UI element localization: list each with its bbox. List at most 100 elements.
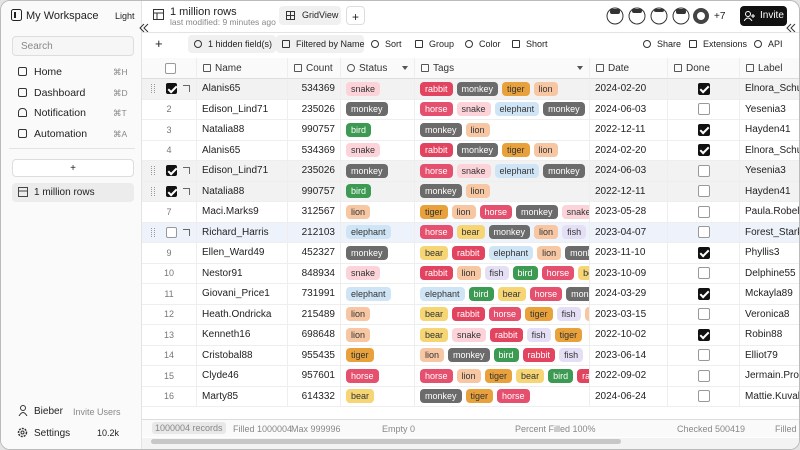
column-menu	[577, 66, 583, 73]
label: Robin88	[740, 325, 799, 345]
row-number: 16	[163, 391, 174, 402]
status: bear	[341, 386, 415, 406]
invite-button[interactable]: Invite	[740, 6, 787, 26]
toolbar-color[interactable]: Color	[479, 39, 501, 49]
nav-shortcut: ⌘H	[113, 67, 128, 77]
done-checkbox[interactable]	[697, 103, 710, 116]
done-checkbox[interactable]	[697, 328, 710, 341]
row-checkbox[interactable]	[166, 226, 177, 238]
tag: lion	[533, 143, 558, 158]
row-select	[142, 181, 197, 201]
toolbar-hidden[interactable]: 1 hidden field(s)	[208, 39, 273, 49]
toolbar-extensions[interactable]: Extensions	[703, 39, 748, 49]
done-checkbox[interactable]	[697, 369, 710, 382]
done-checkbox[interactable]	[697, 144, 710, 157]
settings[interactable]: Settings	[34, 428, 71, 439]
more-users: +7	[714, 11, 726, 22]
done	[668, 345, 740, 365]
nav-label[interactable]: Dashboard	[34, 86, 86, 99]
row-checkbox[interactable]	[166, 185, 177, 197]
expand-icon[interactable]	[183, 187, 190, 195]
add-table[interactable]: +	[12, 159, 134, 177]
done-checkbox[interactable]	[697, 185, 710, 198]
search[interactable]: Search	[12, 36, 134, 56]
row: Richard_Harris 212103 elephant horse bear mon…	[142, 222, 799, 243]
tag: monkey	[346, 245, 388, 260]
toolbar-share[interactable]: Share	[657, 39, 682, 49]
toolbar-icon	[465, 40, 473, 48]
column-header[interactable]: Name	[197, 58, 288, 79]
row: Edison_Lind71 235026 monkey horse snake eleph…	[142, 161, 799, 182]
done-checkbox[interactable]	[697, 267, 710, 280]
table-item[interactable]: 1 million rows	[34, 187, 95, 198]
count: 990757	[288, 120, 341, 140]
toolbar-add[interactable]: +	[155, 36, 163, 51]
header-select-box[interactable]	[165, 63, 176, 74]
invite-users[interactable]: Invite Users	[73, 407, 121, 417]
toolbar-short[interactable]: Short	[526, 39, 548, 49]
toolbar-icon	[194, 40, 202, 48]
done-checkbox[interactable]	[697, 205, 710, 218]
done-checkbox[interactable]	[697, 349, 710, 362]
column-header[interactable]: Status	[341, 58, 415, 79]
nav-label[interactable]: Notification	[34, 107, 86, 119]
done-checkbox[interactable]	[697, 226, 710, 239]
row-checkbox[interactable]	[166, 83, 177, 95]
theme[interactable]: Light	[115, 11, 135, 21]
row-checkbox[interactable]	[166, 165, 177, 177]
column-header[interactable]: Done	[668, 58, 740, 79]
workspace[interactable]: My Workspace	[26, 10, 99, 22]
tags: monkey lion	[415, 181, 590, 201]
title: 1 million rows	[170, 6, 237, 18]
tag: rabbit	[577, 368, 589, 383]
done-checkbox[interactable]	[697, 123, 710, 136]
nav-label[interactable]: Automation	[34, 127, 88, 140]
invite-icon	[744, 11, 755, 21]
row-select	[142, 222, 197, 242]
tag: fish	[526, 327, 551, 342]
status: snake	[341, 263, 415, 283]
tag: lion	[456, 266, 481, 281]
toolbar-sort[interactable]: Sort	[385, 39, 402, 49]
label: Paula.Robel-	[740, 202, 799, 222]
done-checkbox[interactable]	[697, 390, 710, 403]
done-checkbox[interactable]	[697, 164, 710, 177]
tag: snake	[346, 81, 381, 96]
collapse[interactable]	[138, 23, 150, 33]
row-select: 12	[142, 304, 197, 324]
column-icon	[347, 64, 355, 72]
view-tab[interactable]: GridView	[279, 6, 341, 25]
collapse-right[interactable]	[785, 23, 797, 33]
tags: rabbit monkey tiger lion	[415, 79, 590, 99]
row-select: 11	[142, 284, 197, 304]
done	[668, 386, 740, 406]
name: Edison_Lind71	[197, 99, 288, 119]
toolbar-api[interactable]: API	[768, 39, 783, 49]
done-checkbox[interactable]	[697, 246, 710, 259]
expand-icon[interactable]	[183, 228, 190, 236]
column-name: Count	[306, 62, 333, 74]
expand-icon[interactable]	[183, 85, 190, 93]
column-header[interactable]: Tags	[415, 58, 590, 79]
add-view[interactable]: +	[346, 6, 365, 25]
scroll-thumb[interactable]	[151, 439, 621, 444]
nav-label[interactable]: Home	[34, 66, 63, 78]
column-header[interactable]: Count	[288, 58, 341, 79]
tag: bird	[346, 184, 372, 199]
done	[668, 99, 740, 119]
count: 215489	[288, 304, 341, 324]
done-checkbox[interactable]	[697, 82, 710, 95]
status: monkey	[341, 161, 415, 181]
done	[668, 140, 740, 160]
column-header[interactable]: Label	[740, 58, 799, 79]
done-checkbox[interactable]	[697, 287, 710, 300]
status: lion	[341, 202, 415, 222]
column-header[interactable]: Date	[590, 58, 668, 79]
expand-icon[interactable]	[183, 167, 190, 175]
tag: snake	[346, 266, 381, 281]
toolbar-group[interactable]: Group	[429, 39, 455, 49]
tag: bear	[497, 286, 526, 301]
toolbar-filter[interactable]: Filtered by Name	[296, 39, 365, 49]
count: 534369	[288, 140, 341, 160]
done-checkbox[interactable]	[697, 308, 710, 321]
